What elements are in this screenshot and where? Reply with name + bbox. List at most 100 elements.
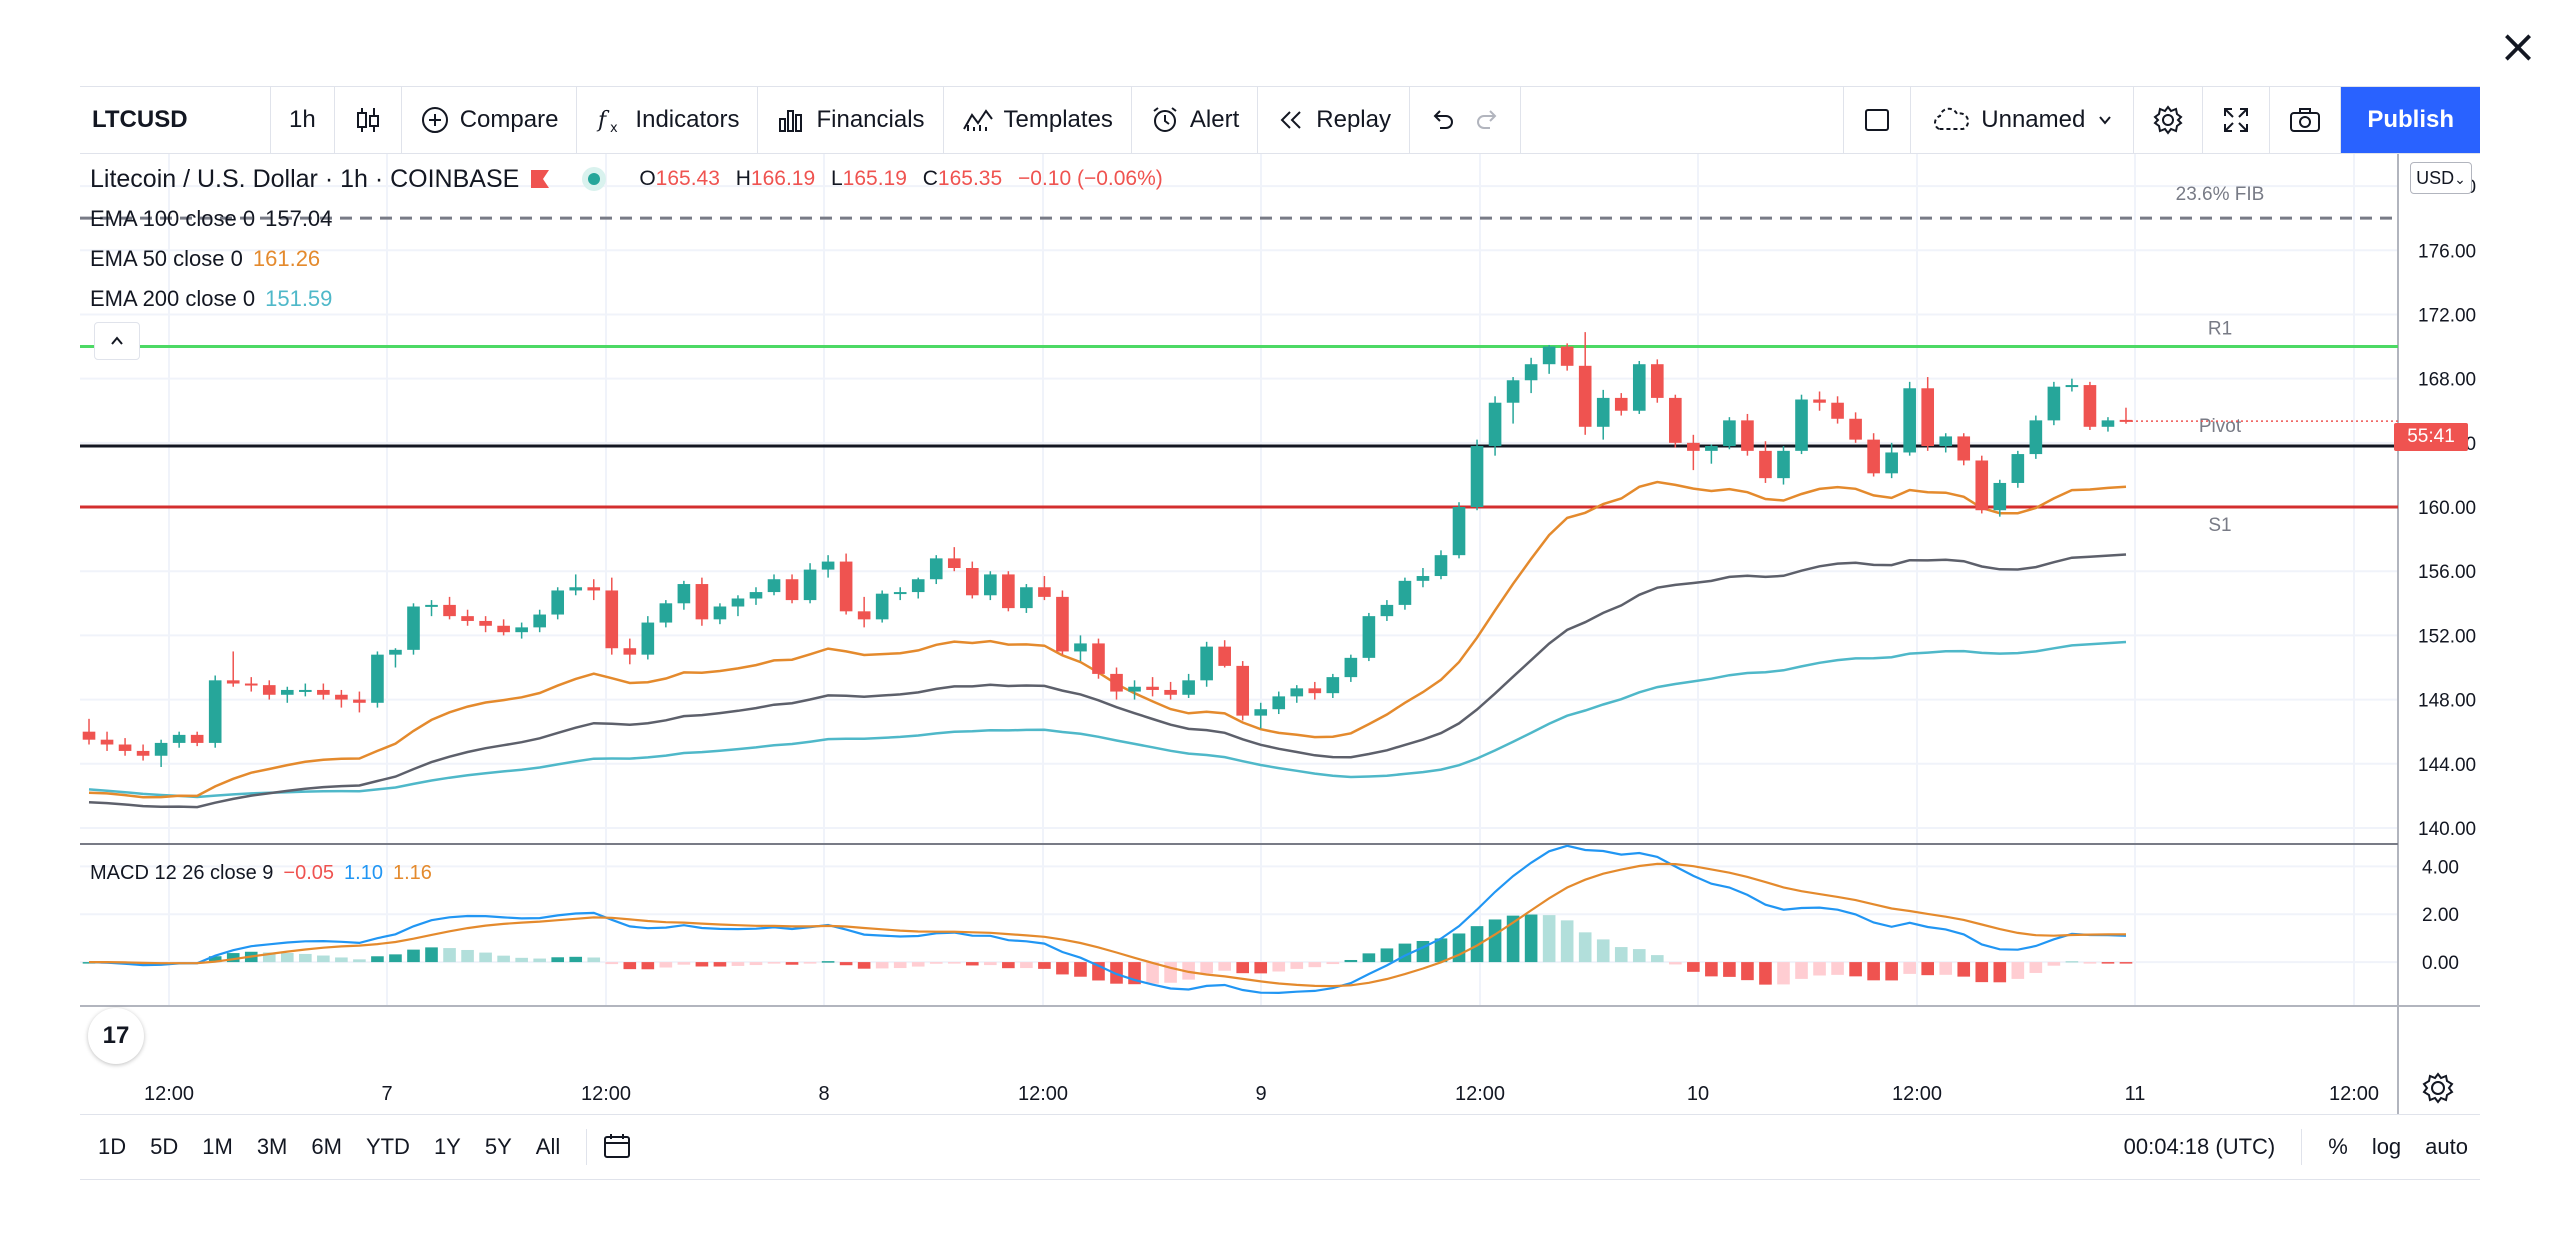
publish-button[interactable]: Publish (2341, 87, 2480, 153)
fullscreen-button[interactable] (2203, 87, 2271, 153)
candle (1885, 442, 1898, 479)
compare-label: Compare (459, 106, 559, 133)
macd-histogram-bar (299, 953, 312, 963)
high-label: H (735, 167, 751, 190)
candle (1002, 571, 1015, 612)
utc-clock[interactable]: 00:04:18 (UTC) (2123, 1134, 2276, 1159)
series-title[interactable]: Litecoin / U.S. Dollar · 1h · COINBASE (90, 164, 520, 193)
flag-icon[interactable] (529, 168, 551, 190)
interval-button[interactable]: 1h (271, 87, 335, 153)
candle-body (515, 627, 528, 633)
ema200-legend[interactable]: EMA 200 close 0 151.59 (90, 286, 332, 312)
candle (1452, 502, 1466, 559)
symbol-search-button[interactable]: LTCUSD (80, 87, 271, 153)
select-layout-button[interactable] (1843, 87, 1912, 153)
candle-body (1020, 587, 1033, 609)
candle (1614, 393, 1628, 416)
candle (1560, 343, 1574, 371)
candle-body (136, 750, 150, 756)
candle (677, 580, 691, 610)
close-value: 165.35 (937, 167, 1003, 190)
candle (1723, 417, 1736, 450)
macd-histogram-bar (208, 956, 222, 963)
price-axis-label: 140.00 (2418, 819, 2476, 840)
range-button-3m[interactable]: 3M (256, 1134, 288, 1159)
macd-histogram-bar (821, 961, 835, 963)
candle (605, 577, 619, 655)
candle (82, 718, 96, 745)
range-button-5y[interactable]: 5Y (484, 1134, 512, 1159)
range-button-1m[interactable]: 1M (202, 1134, 233, 1159)
candle-body (1128, 686, 1141, 692)
range-button-1y[interactable]: 1Y (433, 1134, 461, 1159)
snapshot-button[interactable] (2270, 87, 2342, 153)
macd-histogram-bar (2065, 961, 2079, 963)
range-button-5d[interactable]: 5D (150, 1134, 179, 1159)
candle-body (2047, 386, 2061, 421)
range-button-all[interactable]: All (535, 1134, 561, 1159)
macd-histogram-bar (317, 955, 330, 963)
candle (1218, 640, 1231, 668)
candle (1380, 600, 1394, 621)
chart-type-button[interactable] (335, 87, 402, 153)
candle (1092, 638, 1105, 679)
auto-toggle[interactable]: auto (2425, 1134, 2468, 1159)
close-icon[interactable]: × (2498, 19, 2538, 73)
macd-histogram-bar (911, 962, 925, 967)
redo-icon[interactable] (1474, 106, 1502, 134)
range-button-6m[interactable]: 6M (311, 1134, 342, 1159)
market-status-icon[interactable] (579, 164, 609, 194)
candle (479, 616, 492, 633)
candle-body (821, 561, 835, 570)
candle (118, 738, 132, 756)
macd-histogram-bar (353, 959, 366, 963)
price-axis-label: 144.00 (2418, 755, 2476, 776)
time-axis-label: 12:00 (1892, 1083, 1942, 1105)
candle-body (984, 574, 997, 596)
percent-toggle[interactable]: % (2328, 1134, 2348, 1159)
calendar-goto-icon[interactable] (601, 1131, 633, 1163)
price-chart[interactable]: 12:00712:00812:00912:001012:001112:00180… (80, 154, 2480, 1114)
replay-button[interactable]: Replay (1258, 87, 1410, 153)
ema100-value: 157.04 (265, 206, 333, 231)
candle (1957, 433, 1971, 466)
log-toggle[interactable]: log (2371, 1134, 2402, 1159)
svg-text:x: x (610, 121, 618, 135)
compare-button[interactable]: Compare (402, 87, 578, 153)
macd-histogram-bar (1290, 962, 1304, 969)
candle (1596, 389, 1610, 440)
candle-body (1002, 574, 1015, 609)
currency-button[interactable]: USD⌄ (2410, 162, 2472, 194)
axis-settings-gear-icon[interactable] (2418, 1068, 2458, 1108)
candle (857, 596, 871, 628)
range-button-1d[interactable]: 1D (98, 1134, 127, 1159)
alert-button[interactable]: Alert (1132, 87, 1259, 153)
time-axis-label: 11 (2125, 1083, 2146, 1105)
candle-body (1813, 399, 1826, 403)
settings-button[interactable] (2134, 87, 2204, 153)
undo-icon[interactable] (1428, 106, 1456, 134)
macd-legend[interactable]: MACD 12 26 close 9 −0.05 1.10 1.16 (90, 862, 432, 885)
chart-container[interactable]: 12:00712:00812:00912:001012:001112:00180… (80, 154, 2480, 1114)
candle-body (965, 568, 979, 596)
candle (803, 563, 817, 604)
candle (1867, 433, 1880, 477)
macd-histogram-bar (1164, 962, 1177, 983)
templates-button[interactable]: Templates (944, 87, 1132, 153)
ema100-legend[interactable]: EMA 100 close 0 157.04 (90, 206, 332, 232)
macd-histogram-bar (2083, 962, 2097, 964)
financials-button[interactable]: Financials (758, 87, 944, 153)
ema200-label: EMA 200 close 0 (90, 286, 256, 311)
collapse-legend-button[interactable] (94, 322, 140, 360)
candle-body (172, 734, 186, 743)
tradingview-logo[interactable]: 17 (88, 1008, 144, 1064)
layout-name-button[interactable]: Unnamed (1911, 87, 2135, 153)
candle-body (1092, 643, 1105, 674)
replay-label: Replay (1316, 106, 1391, 133)
candle (208, 675, 222, 748)
range-button-ytd[interactable]: YTD (365, 1134, 410, 1159)
ema50-legend[interactable]: EMA 50 close 0 161.26 (90, 246, 320, 272)
candle (1182, 673, 1195, 698)
macd-histogram-bar (731, 962, 745, 966)
